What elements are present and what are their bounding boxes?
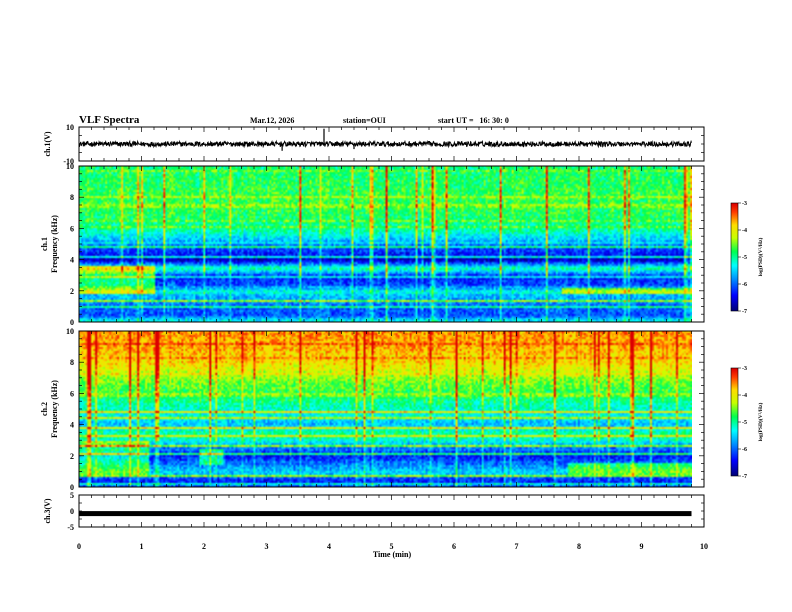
ch3-waveform-panel: 5 0 -5 ch.3(V): [43, 491, 705, 532]
spectrogram-ytick-label: 0: [70, 483, 74, 492]
x-tick-label: 5: [390, 542, 394, 551]
x-tick-label: 9: [640, 542, 644, 551]
ch2-spectrogram-ylabel: Frequency (kHz): [50, 380, 59, 438]
ch1-spectrogram-yticks: 0 2 4 6 8 10: [66, 162, 704, 327]
ch1-waveform-panel: 10 -10 ch.1(V): [43, 123, 705, 166]
ch3-ytick-label: -5: [67, 523, 74, 532]
ch2-colorbar-ticks: -3 -4 -5 -6 -7: [738, 366, 747, 480]
ch2-spectrogram-image: [79, 331, 692, 487]
ch1-colorbar-label: log(PSD)(V²/Hz): [757, 238, 764, 277]
station-label: station=OUI: [343, 116, 386, 125]
colorbar-tick-label: -3: [742, 366, 747, 372]
spectrogram-ytick-label: 2: [70, 452, 74, 461]
colorbar-tick-label: -5: [742, 255, 747, 261]
spectrogram-ytick-label: 2: [70, 287, 74, 296]
ch1-spectrogram-channel-label: ch.1: [40, 237, 49, 251]
x-tick-label: 3: [265, 542, 269, 551]
ch2-spectrogram-yticks: 0 2 4 6 8 10: [66, 327, 704, 492]
spectrogram-ytick-label: 4: [70, 256, 74, 265]
ch1-waveform-ylabel: ch.1(V): [43, 131, 52, 156]
ch3-ytick-label: 5: [70, 491, 74, 500]
ch1-ytick-label: -10: [63, 157, 74, 166]
x-tick-label: 4: [327, 542, 331, 551]
x-tick-label: 2: [202, 542, 206, 551]
ch1-waveform-line: [78, 139, 692, 149]
figure-title: VLF Spectra: [79, 114, 140, 126]
colorbar-tick-label: -5: [742, 420, 747, 426]
x-tick-label: 6: [452, 542, 456, 551]
ch1-spikes: [281, 128, 355, 151]
x-tick-label: 0: [77, 542, 81, 551]
x-tick-label: 8: [577, 542, 581, 551]
colorbar-tick-label: -7: [742, 309, 747, 315]
colorbar-tick-label: -3: [742, 201, 747, 207]
ch1-colorbar-ticks: -3 -4 -5 -6 -7: [738, 201, 747, 315]
ch3-yticks: 5 0 -5: [67, 491, 704, 532]
x-tick-label: 7: [515, 542, 519, 551]
spectrogram-ytick-label: 10: [66, 327, 74, 336]
colorbar-tick-label: -4: [742, 393, 747, 399]
ch1-spectrogram-image: [79, 166, 692, 322]
ch1-yticks: 10 -10: [63, 123, 704, 166]
date-label: Mar.12, 2026: [250, 116, 294, 125]
colorbar-tick-label: -7: [742, 474, 747, 480]
ch3-ytick-label: 0: [70, 507, 74, 516]
spectrogram-ytick-label: 6: [70, 389, 74, 398]
spectrogram-ytick-label: 8: [70, 193, 74, 202]
ch1-spectrogram-ylabel: Frequency (kHz): [50, 215, 59, 273]
spectrogram-ytick-label: 0: [70, 318, 74, 327]
ch3-waveform-ylabel: ch.3(V): [43, 498, 52, 523]
ch1-colorbar: [731, 203, 738, 311]
colorbar-tick-label: -6: [742, 282, 747, 288]
spectrogram-ytick-label: 4: [70, 421, 74, 430]
spectrogram-ytick-label: 8: [70, 358, 74, 367]
time-axis-ticks: [78, 127, 705, 527]
time-axis-tick-labels: 0 1 2 3 4 5 6 7 8 9 10: [77, 542, 708, 551]
ch3-waveform-line: [79, 511, 692, 517]
colorbar-tick-label: -4: [742, 228, 747, 234]
time-axis-label: Time (min): [373, 550, 412, 559]
start-ut-label: start UT = 16: 30: 0: [438, 116, 509, 125]
spectrogram-ytick-label: 6: [70, 224, 74, 233]
colorbar-tick-label: -6: [742, 447, 747, 453]
spectrogram-ytick-label: 10: [66, 162, 74, 171]
ch2-colorbar-label: log(PSD)(V²/Hz): [757, 403, 764, 442]
x-tick-label: 1: [140, 542, 144, 551]
ch2-spectrogram-channel-label: ch.2: [40, 402, 49, 416]
x-tick-label: 10: [700, 542, 708, 551]
ch1-ytick-label: 10: [66, 123, 74, 132]
ch2-colorbar: [731, 368, 738, 476]
